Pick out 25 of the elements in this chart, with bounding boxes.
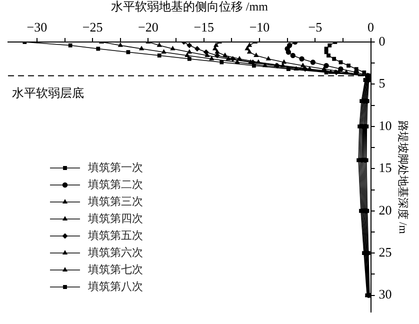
y-tick-label: 10 bbox=[378, 118, 392, 133]
x-tick-label: −20 bbox=[138, 20, 158, 35]
legend-label: 填筑第八次 bbox=[87, 280, 143, 293]
y-tick-label: 25 bbox=[378, 244, 392, 260]
legend-label: 填筑第三次 bbox=[87, 194, 143, 208]
ref-line-label: 水平软弱层底 bbox=[12, 86, 84, 100]
x-tick-label: 0 bbox=[368, 20, 374, 35]
y-tick-label: 5 bbox=[378, 76, 386, 91]
legend-label: 填筑第一次 bbox=[87, 160, 143, 174]
x-tick-label: −15 bbox=[194, 20, 214, 35]
legend-label: 填筑第六次 bbox=[87, 246, 143, 259]
legend-label: 填筑第五次 bbox=[87, 228, 143, 242]
legend-label: 填筑第四次 bbox=[87, 212, 143, 225]
y-tick-label: 30 bbox=[378, 286, 392, 302]
y-tick-label: 15 bbox=[378, 160, 392, 176]
x-axis-title: 水平软弱地基的侧向位移 /mm bbox=[110, 0, 269, 14]
y-tick-label: 0 bbox=[378, 33, 386, 48]
x-tick-label: −5 bbox=[308, 20, 322, 35]
y-tick-label: 20 bbox=[378, 202, 392, 218]
x-tick-label: −25 bbox=[82, 20, 103, 35]
legend-label: 填筑第二次 bbox=[87, 178, 143, 191]
x-tick-label: −10 bbox=[249, 20, 270, 35]
legend-label: 填筑第七次 bbox=[87, 262, 143, 276]
y-axis-title: 路堤坡脚处地基深度 /m bbox=[396, 120, 410, 234]
x-tick-label: −30 bbox=[26, 20, 48, 35]
